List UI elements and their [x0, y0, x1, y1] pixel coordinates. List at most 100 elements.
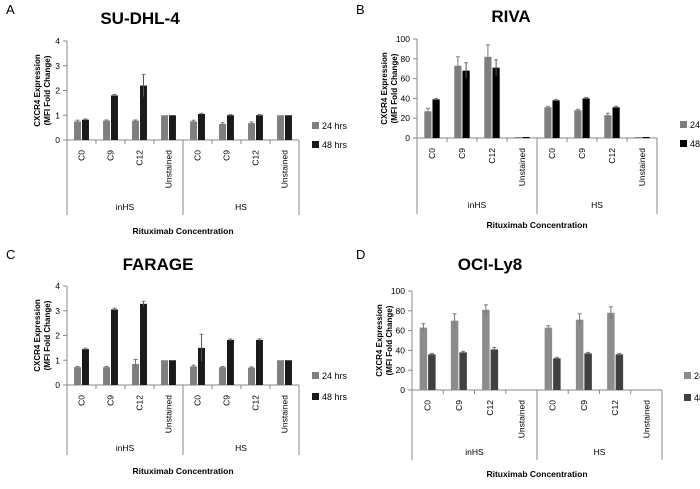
y-tick-label: 1 — [55, 355, 60, 365]
bar-24-hrs-hs-c9 — [219, 123, 226, 140]
bar-24-hrs-inhs-unstained — [514, 137, 522, 138]
bar-48-hrs-hs-c0 — [198, 347, 205, 385]
y-tick-label: 20 — [401, 113, 411, 123]
bar-48-hrs-hs-unstained — [285, 360, 292, 385]
legend-swatch-2 — [312, 141, 319, 148]
x-category-label: C0 — [193, 150, 203, 161]
bar-48-hrs-inhs-c9 — [111, 95, 118, 140]
x-category-label: C0 — [77, 395, 87, 406]
bar-24-hrs-hs-c0 — [190, 366, 197, 385]
x-category-label: C9 — [579, 400, 589, 411]
bar-48-hrs-inhs-unstained — [522, 137, 530, 138]
bar-24-hrs-hs-unstained — [277, 115, 284, 140]
y-tick-label: 2 — [55, 86, 60, 96]
panel-letter: D — [356, 247, 365, 262]
y-axis-label: CXCR4 Expression(MFI Fold Change) — [33, 54, 52, 127]
chart-title: OCI-Ly8 — [458, 255, 523, 274]
bar-24-hrs-hs-c9 — [574, 110, 582, 138]
bar-48-hrs-inhs-c12 — [140, 303, 147, 385]
y-tick-label: 0 — [55, 380, 60, 390]
y-tick-label: 60 — [401, 74, 411, 84]
y-axis-label-line1: CXCR4 Expression — [33, 54, 42, 127]
y-axis-label: CXCR4 Expression(MFI Fold Change) — [33, 299, 52, 372]
bar-48-hrs-hs-c12 — [256, 339, 263, 385]
bar-48-hrs-hs-unstained — [285, 115, 292, 140]
bar-48-hrs-hs-c0 — [198, 114, 205, 140]
bar-24-hrs-hs-c9 — [219, 367, 226, 385]
bar-24-hrs-hs-c9 — [575, 319, 584, 390]
bar-48-hrs-hs-c0 — [553, 358, 561, 390]
bar-24-hrs-inhs-c0 — [74, 121, 81, 140]
x-category-label: C9 — [106, 395, 116, 406]
bar-24-hrs-hs-c12 — [248, 367, 255, 385]
y-axis-label-line2: (MFI Fold Change) — [390, 53, 399, 123]
bar-48-hrs-inhs-c12 — [140, 85, 147, 140]
bar-24-hrs-hs-c12 — [607, 312, 615, 390]
bar-48-hrs-inhs-c9 — [111, 309, 118, 385]
bar-24-hrs-inhs-c9 — [103, 120, 110, 140]
y-axis-label-line2: (MFI Fold Change) — [43, 55, 52, 125]
legend-label-2: 48 hrs — [694, 393, 700, 403]
legend-swatch-1 — [312, 372, 319, 379]
y-tick-label: 3 — [55, 61, 60, 71]
bar-48-hrs-inhs-c12 — [492, 67, 500, 138]
bar-48-hrs-hs-c12 — [256, 115, 263, 140]
legend-label-2: 48 hrs — [322, 140, 348, 150]
x-category-label: Unstained — [164, 150, 174, 189]
bar-48-hrs-hs-c12 — [615, 354, 624, 390]
chart-panel-d: D OCI-Ly8 0 20 40 60 80 100 CXCR4 Expression(MFI… — [356, 247, 700, 479]
legend-label-2: 48 hrs — [322, 392, 348, 402]
bar-48-hrs-hs-c0 — [552, 100, 560, 138]
y-axis-label-line1: CXCR4 Expression — [33, 299, 42, 372]
bar-48-hrs-hs-c9 — [227, 339, 234, 385]
y-tick-label: 40 — [396, 345, 406, 355]
legend-label-2: 48 hrs — [690, 139, 700, 149]
y-tick-label: 4 — [55, 281, 60, 291]
x-axis-label: Rituximab Concentration — [132, 466, 233, 476]
x-axis-label: Rituximab Concentration — [486, 469, 587, 479]
x-category-label: C12 — [610, 400, 620, 416]
x-category-label: C12 — [251, 150, 261, 166]
x-category-label: C0 — [77, 150, 87, 161]
legend-swatch-1 — [312, 122, 319, 129]
y-tick-label: 100 — [391, 286, 405, 296]
y-tick-label: 4 — [55, 36, 60, 46]
legend-swatch-2 — [684, 394, 691, 401]
legend-swatch-1 — [680, 121, 687, 128]
group-label: inHS — [468, 200, 487, 210]
panel-letter: A — [6, 2, 15, 17]
x-category-label: C12 — [135, 150, 145, 166]
x-category-label: C12 — [135, 395, 145, 411]
y-tick-label: 80 — [401, 54, 411, 64]
x-category-label: Unstained — [280, 395, 290, 434]
x-category-label: C0 — [427, 148, 437, 159]
x-category-label: C9 — [577, 148, 587, 159]
bar-48-hrs-hs-c9 — [582, 98, 590, 138]
x-category-label: C12 — [485, 400, 495, 416]
bar-48-hrs-hs-c9 — [227, 115, 234, 140]
bar-24-hrs-inhs-c9 — [450, 320, 459, 390]
y-tick-label: 2 — [55, 331, 60, 341]
bar-24-hrs-inhs-unstained — [161, 115, 168, 140]
y-tick-label: 3 — [55, 306, 60, 316]
bar-48-hrs-inhs-c0 — [82, 349, 89, 385]
x-category-label: C12 — [251, 395, 261, 411]
x-category-label: C0 — [423, 400, 433, 411]
x-category-label: Unstained — [280, 150, 290, 189]
bar-24-hrs-hs-c0 — [544, 107, 552, 138]
bar-24-hrs-hs-c0 — [190, 121, 197, 140]
y-tick-label: 100 — [396, 34, 410, 44]
bar-48-hrs-inhs-c0 — [432, 99, 440, 138]
x-category-label: Unstained — [637, 148, 647, 187]
x-category-label: C0 — [547, 148, 557, 159]
chart-title: SU-DHL-4 — [100, 9, 180, 28]
group-label: inHS — [116, 443, 135, 453]
x-category-label: C9 — [106, 150, 116, 161]
y-tick-label: 40 — [401, 93, 411, 103]
bar-24-hrs-inhs-unstained — [161, 360, 168, 385]
bar-24-hrs-hs-unstained — [634, 137, 642, 138]
x-category-label: C9 — [222, 395, 232, 406]
bar-48-hrs-hs-c12 — [612, 107, 620, 138]
x-category-label: Unstained — [517, 148, 527, 187]
x-axis-label: Rituximab Concentration — [486, 220, 587, 230]
